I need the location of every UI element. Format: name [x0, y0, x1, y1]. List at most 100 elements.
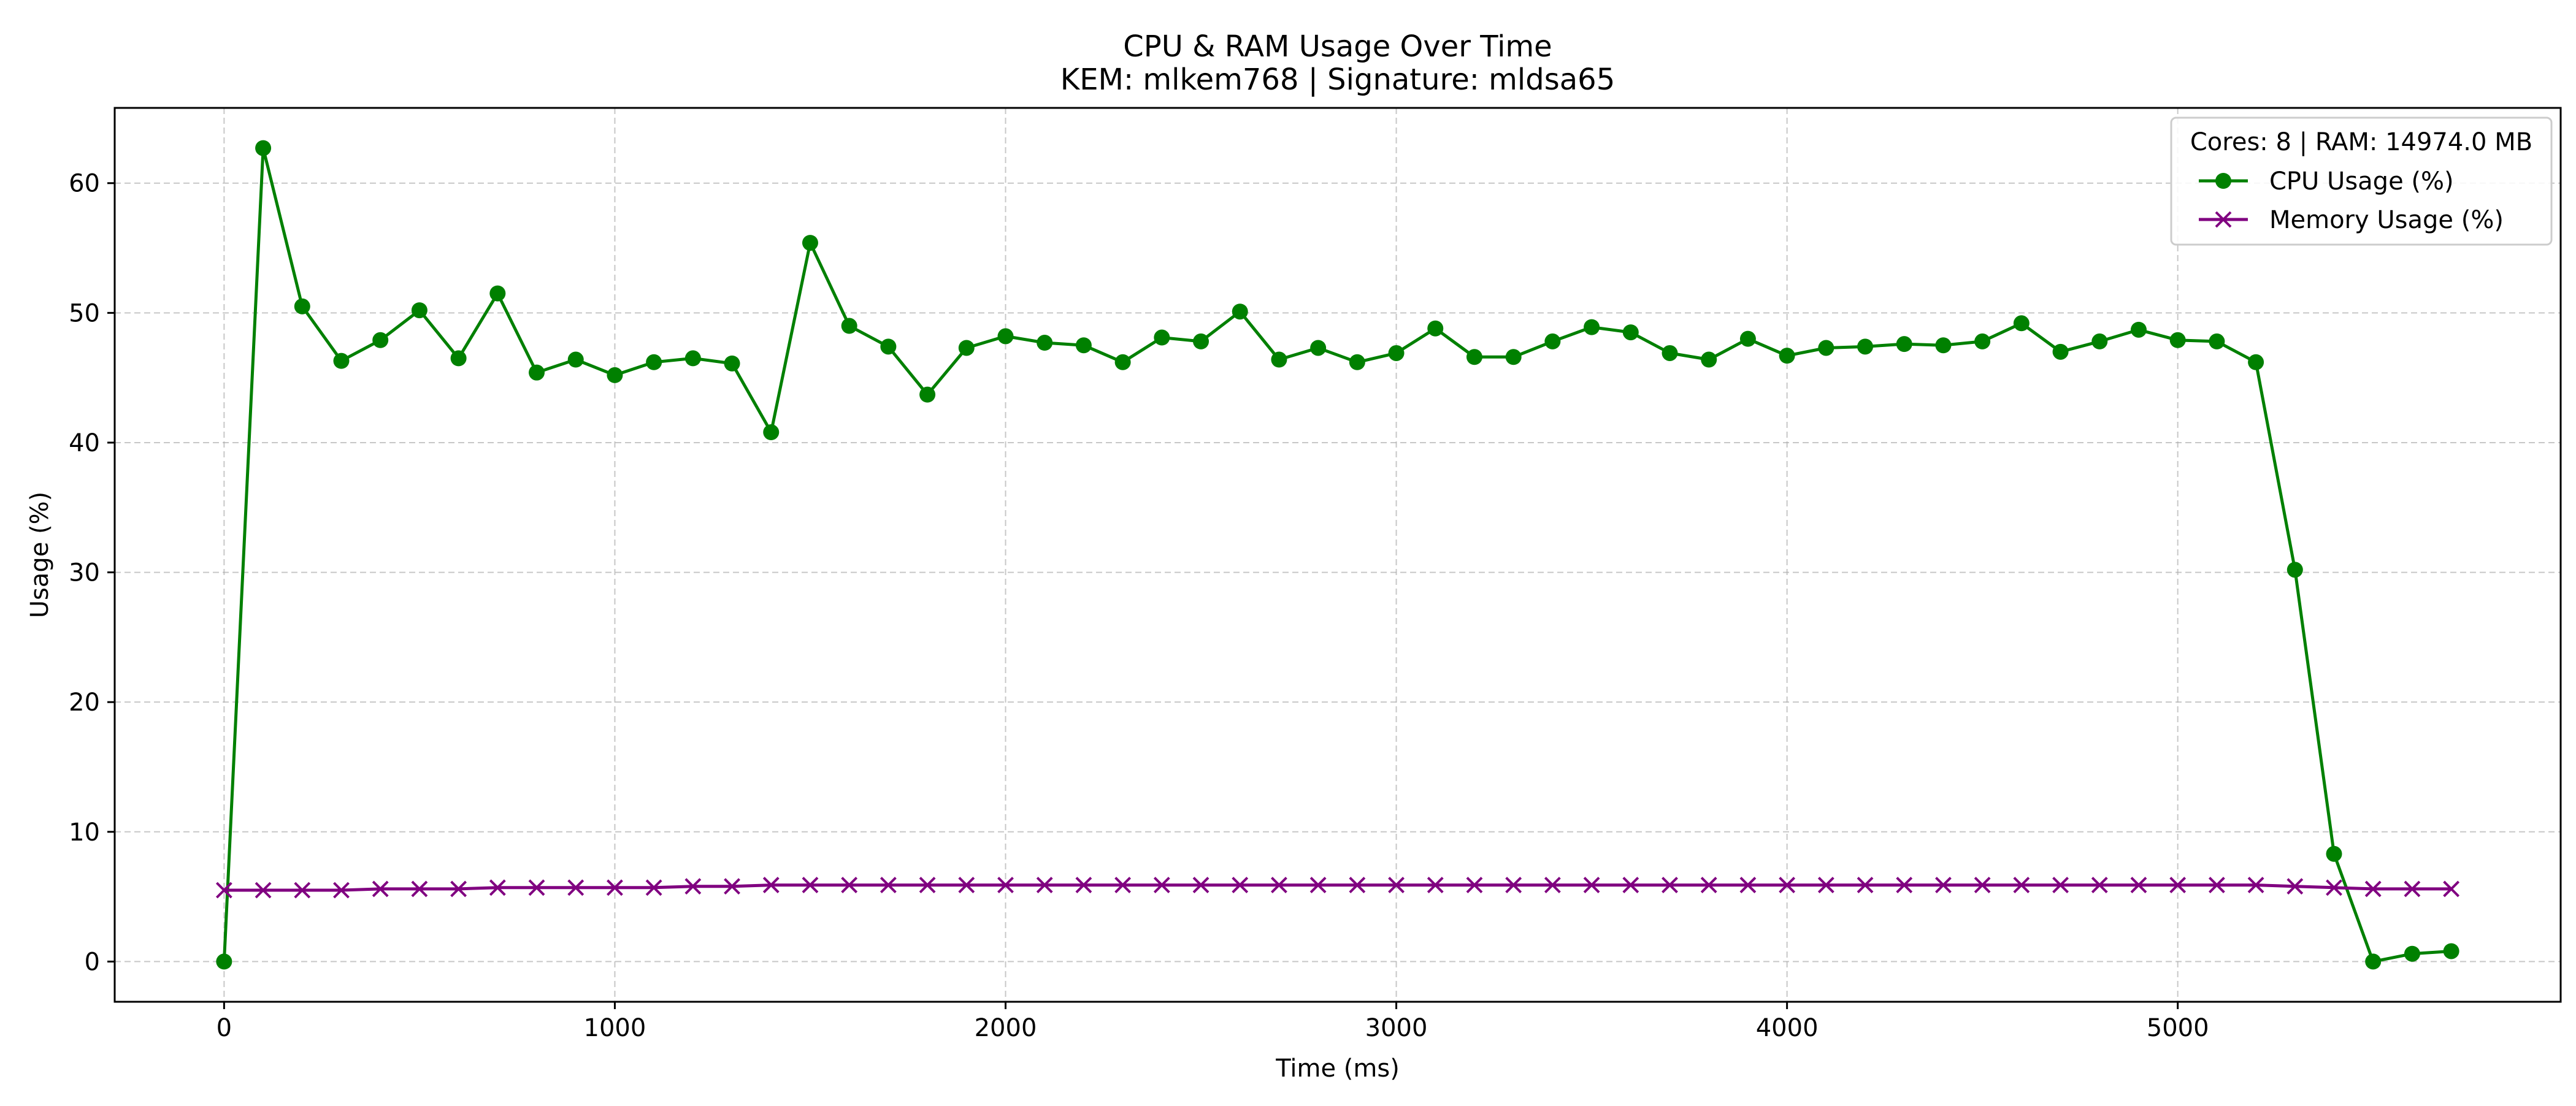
data-point-cpu[interactable] — [255, 140, 272, 156]
data-point-memory[interactable] — [762, 877, 780, 893]
data-point-cpu[interactable] — [2248, 354, 2264, 370]
data-point-memory[interactable] — [1739, 877, 1757, 893]
data-point-memory[interactable] — [2130, 877, 2147, 893]
data-point-cpu[interactable] — [1857, 338, 1874, 355]
data-point-memory[interactable] — [802, 877, 819, 893]
data-point-cpu[interactable] — [2404, 945, 2420, 962]
data-point-memory[interactable] — [2091, 877, 2108, 893]
data-point-cpu[interactable] — [2326, 845, 2342, 862]
data-point-cpu[interactable] — [2091, 333, 2108, 349]
data-point-memory[interactable] — [1075, 877, 1092, 893]
data-point-memory[interactable] — [1309, 877, 1327, 893]
data-point-cpu[interactable] — [372, 332, 389, 348]
data-point-cpu[interactable] — [1974, 333, 1991, 349]
data-point-memory[interactable] — [2013, 877, 2030, 893]
data-point-cpu[interactable] — [333, 353, 350, 369]
data-point-memory[interactable] — [1896, 877, 1913, 893]
data-point-memory[interactable] — [215, 882, 232, 899]
data-point-memory[interactable] — [1153, 877, 1170, 893]
data-point-memory[interactable] — [489, 879, 506, 896]
data-point-cpu[interactable] — [607, 367, 623, 383]
data-point-cpu[interactable] — [1037, 335, 1053, 351]
data-point-cpu[interactable] — [1662, 345, 1678, 361]
data-point-cpu[interactable] — [1075, 337, 1092, 354]
data-point-memory[interactable] — [684, 878, 702, 895]
data-point-memory[interactable] — [2364, 880, 2382, 898]
data-point-cpu[interactable] — [489, 285, 506, 302]
data-point-cpu[interactable] — [646, 354, 662, 370]
data-point-memory[interactable] — [255, 882, 272, 899]
data-point-cpu[interactable] — [763, 424, 780, 441]
data-point-memory[interactable] — [1817, 877, 1834, 893]
data-point-cpu[interactable] — [529, 364, 545, 381]
data-point-cpu[interactable] — [294, 298, 310, 315]
data-point-cpu[interactable] — [1739, 330, 1756, 347]
data-point-cpu[interactable] — [919, 386, 936, 403]
data-point-memory[interactable] — [1388, 877, 1405, 893]
data-point-cpu[interactable] — [1584, 319, 1600, 335]
data-point-memory[interactable] — [997, 877, 1014, 893]
data-point-memory[interactable] — [1700, 877, 1717, 893]
data-point-cpu[interactable] — [997, 328, 1014, 345]
data-point-memory[interactable] — [528, 879, 545, 896]
data-point-cpu[interactable] — [1701, 351, 1717, 368]
legend-entry-cpu[interactable]: CPU Usage (%) — [2199, 167, 2454, 196]
data-point-cpu[interactable] — [2209, 333, 2225, 349]
data-point-memory[interactable] — [2208, 877, 2225, 893]
data-point-cpu[interactable] — [1896, 336, 1912, 353]
data-point-cpu[interactable] — [411, 302, 427, 319]
data-point-memory[interactable] — [450, 880, 467, 898]
data-point-cpu[interactable] — [1349, 354, 1365, 370]
data-point-memory[interactable] — [2247, 877, 2264, 893]
data-point-cpu[interactable] — [1232, 303, 1248, 320]
data-point-cpu[interactable] — [450, 350, 467, 367]
data-point-cpu[interactable] — [2013, 315, 2030, 332]
data-point-cpu[interactable] — [802, 235, 818, 251]
data-point-cpu[interactable] — [1154, 329, 1170, 346]
data-point-memory[interactable] — [919, 877, 936, 893]
data-point-memory[interactable] — [1857, 877, 1874, 893]
data-point-memory[interactable] — [1114, 877, 1132, 893]
data-point-memory[interactable] — [333, 882, 350, 899]
data-point-memory[interactable] — [411, 880, 428, 898]
data-point-cpu[interactable] — [2130, 321, 2147, 338]
data-point-cpu[interactable] — [2365, 953, 2382, 970]
data-point-cpu[interactable] — [1271, 351, 1287, 368]
data-point-cpu[interactable] — [1310, 340, 1327, 356]
data-point-cpu[interactable] — [1544, 333, 1561, 349]
data-point-memory[interactable] — [2326, 879, 2342, 896]
data-point-memory[interactable] — [958, 877, 975, 893]
data-point-cpu[interactable] — [1427, 320, 1444, 337]
data-point-memory[interactable] — [2443, 880, 2460, 898]
data-point-memory[interactable] — [1192, 877, 1209, 893]
data-point-memory[interactable] — [724, 878, 740, 895]
data-point-memory[interactable] — [880, 877, 897, 893]
data-point-memory[interactable] — [1544, 877, 1561, 893]
data-point-memory[interactable] — [1271, 877, 1287, 893]
data-point-cpu[interactable] — [724, 355, 740, 372]
data-point-memory[interactable] — [567, 879, 585, 896]
data-point-cpu[interactable] — [684, 350, 701, 367]
data-point-cpu[interactable] — [1466, 349, 1482, 365]
data-point-cpu[interactable] — [1818, 340, 1834, 356]
data-point-memory[interactable] — [1466, 877, 1483, 893]
data-point-memory[interactable] — [1662, 877, 1678, 893]
data-point-cpu[interactable] — [1505, 349, 1522, 365]
data-point-cpu[interactable] — [841, 318, 857, 334]
data-point-memory[interactable] — [2052, 877, 2069, 893]
data-point-cpu[interactable] — [1114, 354, 1131, 370]
data-point-memory[interactable] — [1779, 877, 1796, 893]
data-point-memory[interactable] — [2287, 878, 2304, 895]
data-point-memory[interactable] — [1974, 877, 1991, 893]
data-point-memory[interactable] — [372, 880, 389, 898]
data-point-cpu[interactable] — [2052, 343, 2069, 360]
data-point-cpu[interactable] — [880, 338, 897, 355]
data-point-cpu[interactable] — [567, 351, 584, 368]
data-point-cpu[interactable] — [1193, 333, 1209, 349]
data-point-memory[interactable] — [1036, 877, 1053, 893]
data-point-memory[interactable] — [1427, 877, 1444, 893]
data-point-memory[interactable] — [645, 879, 662, 896]
data-point-memory[interactable] — [841, 877, 858, 893]
data-point-memory[interactable] — [2404, 880, 2421, 898]
data-point-cpu[interactable] — [1935, 337, 1952, 354]
